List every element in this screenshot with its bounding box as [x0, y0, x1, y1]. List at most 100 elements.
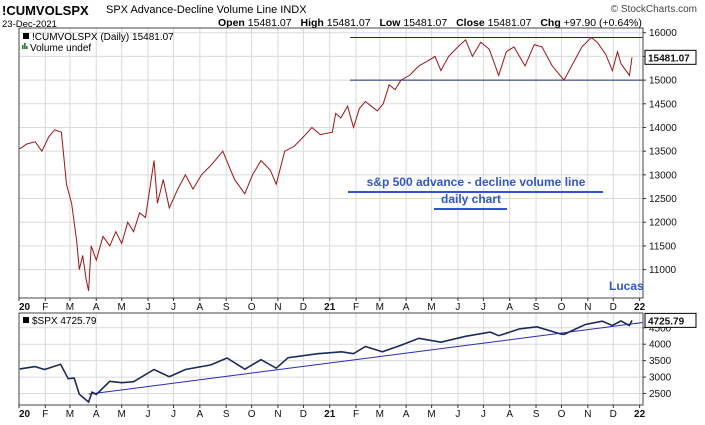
- top-legend-swatch: [23, 33, 29, 39]
- bot-xtick-label-23: D: [610, 409, 617, 420]
- bot-xtick-label-9: O: [248, 409, 256, 420]
- annotation-subtitle: daily chart: [441, 192, 501, 206]
- volume-bar-0: [22, 45, 24, 49]
- bot-xtick-label-19: A: [506, 409, 513, 420]
- top-xtick-label-7: A: [196, 302, 203, 313]
- top-ytick-label-6: 14000: [649, 123, 677, 134]
- top-legend: !CUMVOLSPX (Daily) 15481.07: [32, 32, 174, 43]
- top-xtick-label-12: 21: [324, 302, 336, 313]
- top-xtick-label-1: F: [42, 302, 48, 313]
- top-xtick-label-14: M: [376, 302, 384, 313]
- top-xtick-label-4: M: [118, 302, 126, 313]
- bot-xtick-label-24: 22: [634, 409, 646, 420]
- chart-subtitle: SPX Advance-Decline Volume Line INDX: [106, 4, 307, 16]
- bot-xtick-label-20: S: [533, 409, 540, 420]
- author-signature: Lucas: [609, 279, 644, 293]
- top-xtick-label-20: S: [533, 302, 540, 313]
- top-xtick-label-17: J: [455, 302, 460, 313]
- bot-xtick-label-13: F: [353, 409, 359, 420]
- top-xtick-label-9: O: [248, 302, 256, 313]
- top-y-ticks: 11000 11500 12000 12500 13000 13500 14000 14500…: [643, 28, 677, 276]
- top-xtick-label-5: J: [146, 302, 151, 313]
- top-ytick-label-8: 15000: [649, 76, 677, 87]
- bot-xtick-label-10: N: [274, 409, 281, 420]
- top-xtick-label-24: 22: [634, 302, 646, 313]
- top-xtick-label-2: M: [66, 302, 74, 313]
- top-xtick-label-23: D: [610, 302, 617, 313]
- open-label: Open: [218, 17, 245, 29]
- top-xtick-label-3: A: [93, 302, 100, 313]
- bot-xtick-label-6: J: [171, 409, 176, 420]
- top-ytick-label-1: 11500: [649, 241, 677, 252]
- top-xtick-label-21: O: [558, 302, 566, 313]
- close-value: 15481.07: [487, 17, 532, 29]
- bot-trendline-0: [88, 322, 644, 395]
- bot-xtick-label-1: F: [42, 409, 48, 420]
- spx-series: [19, 319, 633, 404]
- top-ytick-label-3: 12500: [649, 194, 677, 205]
- bot-xtick-label-3: A: [93, 409, 100, 420]
- top-ytick-label-0: 11000: [649, 265, 677, 276]
- top-ytick-label-2: 12000: [649, 218, 677, 229]
- top-x-axis: 20 F M A M J J A S O N D 21 F M A M J J A S O N D 22: [18, 298, 646, 313]
- bottom-panel-frame: [18, 312, 644, 406]
- ohlc-summary: Open 15481.07 High 15481.07 Low 15481.07…: [218, 17, 642, 29]
- bot-ytick-label-0: 2500: [649, 389, 672, 400]
- bot-xtick-label-21: O: [558, 409, 566, 420]
- bot-ytick-label-2: 3500: [649, 356, 672, 367]
- top-xtick-label-16: M: [427, 302, 435, 313]
- top-xtick-label-11: D: [300, 302, 307, 313]
- annotation-title: s&p 500 advance - decline volume line: [367, 175, 586, 189]
- chart-symbol: !CUMVOLSPX: [2, 3, 89, 18]
- top-trendlines: [350, 36, 643, 81]
- bot-ytick-label-1: 3000: [649, 373, 672, 384]
- top-xtick-label-6: J: [171, 302, 176, 313]
- open-value: 15481.07: [247, 17, 292, 29]
- bottom-legend: $SPX 4725.79: [32, 316, 97, 327]
- high-value: 15481.07: [326, 17, 371, 29]
- top-xtick-label-13: F: [353, 302, 359, 313]
- volume-bar-icon: [22, 43, 28, 49]
- top-ytick-label-7: 14500: [649, 99, 677, 110]
- bottom-y-ticks: 2500 3000 3500 4000 4500: [643, 323, 672, 400]
- top-xtick-label-18: J: [481, 302, 486, 313]
- bot-xtick-label-16: M: [427, 409, 435, 420]
- top-xtick-label-0: 20: [19, 302, 31, 313]
- bot-xtick-label-0: 20: [19, 409, 31, 420]
- close-label: Close: [456, 17, 485, 29]
- bottom-last-value-marker: 4725.79: [644, 312, 697, 328]
- bottom-x-axis: 20 F M A M J J A S O N D 21 F M A M J J A S O N D 22: [18, 405, 646, 420]
- bot-xtick-label-2: M: [66, 409, 74, 420]
- bot-xtick-label-22: N: [584, 409, 591, 420]
- bottom-trendline: [88, 322, 644, 395]
- low-label: Low: [379, 17, 401, 29]
- bot-xtick-label-14: M: [376, 409, 384, 420]
- top-gridlines: [18, 28, 643, 298]
- chart-date: 23-Dec-2021: [2, 19, 57, 30]
- volume-legend: Volume undef: [30, 43, 91, 54]
- top-xtick-label-22: N: [584, 302, 591, 313]
- bot-ytick-label-4: 4500: [649, 323, 672, 334]
- bot-xtick-label-8: S: [223, 409, 230, 420]
- bot-xtick-label-15: A: [403, 409, 410, 420]
- bot-xtick-label-4: M: [118, 409, 126, 420]
- volume-bar-2: [26, 46, 28, 49]
- volume-bar-1: [24, 43, 26, 49]
- top-last-value-box: [644, 49, 697, 65]
- top-xtick-label-8: S: [223, 302, 230, 313]
- bottom-last-value-box: [644, 312, 697, 328]
- bottom-legend-swatch: [23, 317, 29, 323]
- bot-xtick-label-5: J: [146, 409, 151, 420]
- bottom-last-value-label: 4725.79: [648, 316, 685, 327]
- top-ytick-label-4: 13000: [649, 170, 677, 181]
- bot-xtick-label-17: J: [455, 409, 460, 420]
- top-ytick-label-5: 13500: [649, 147, 677, 158]
- high-label: High: [300, 17, 324, 29]
- top-last-value-label: 15481.07: [648, 53, 690, 64]
- bot-xtick-label-12: 21: [324, 409, 336, 420]
- bot-ytick-label-3: 4000: [649, 340, 672, 351]
- bottom-gridlines: [18, 313, 643, 405]
- top-xtick-label-19: A: [506, 302, 513, 313]
